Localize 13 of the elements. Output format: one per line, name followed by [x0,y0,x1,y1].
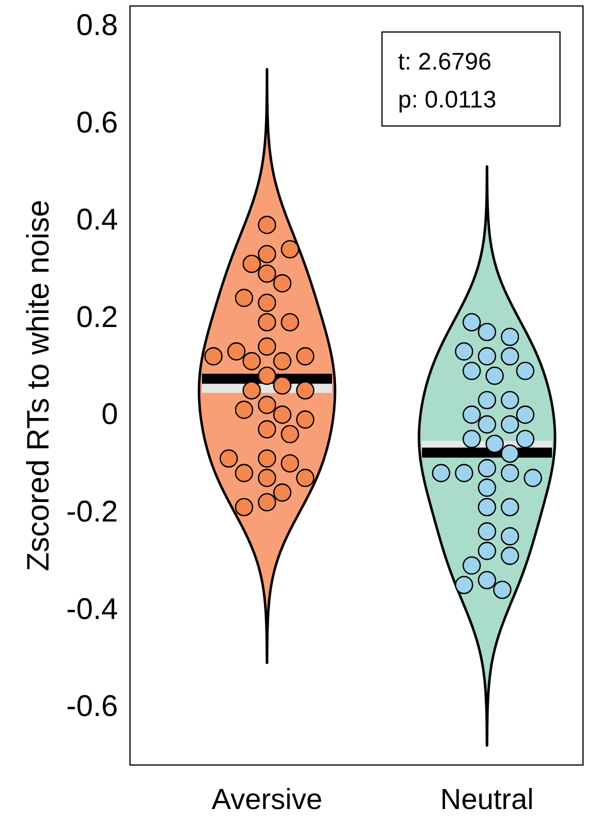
annotation: t: 2.6796 [398,48,492,76]
x-tick-label: Neutral [440,784,534,816]
y-tick-label: -0.6 [66,690,118,724]
y-tick-label: 0 [101,398,118,432]
annotation: p: 0.0113 [398,86,496,114]
y-tick-label: 0.6 [76,106,118,140]
y-tick-label: 0.8 [76,8,118,42]
y-tick-label: -0.2 [66,496,118,528]
y-axis-title: Zscored RTs to white noise [20,200,56,572]
y-tick-label: 0.4 [76,204,118,237]
y-tick-label: -0.4 [66,592,118,626]
y-tick-label: 0.2 [76,300,118,334]
x-tick-label: Aversive [212,784,322,816]
